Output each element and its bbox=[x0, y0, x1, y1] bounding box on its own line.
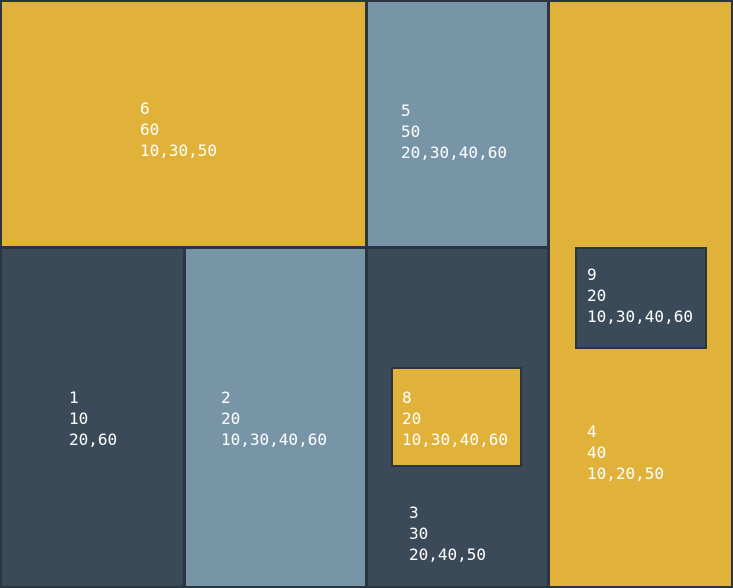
box-8-id: 8 bbox=[402, 388, 412, 407]
box-2-label: 2 20 10,30,40,60 bbox=[221, 387, 327, 450]
box-6-label: 6 60 10,30,50 bbox=[140, 98, 217, 161]
box-2 bbox=[184, 247, 367, 588]
box-6-list: 10,30,50 bbox=[140, 141, 218, 160]
box-8 bbox=[391, 367, 522, 467]
box-9 bbox=[575, 247, 707, 349]
box-1 bbox=[0, 247, 185, 588]
box-5-label: 5 50 20,30,40,60 bbox=[401, 100, 507, 163]
box-1-value: 10 bbox=[69, 409, 89, 428]
box-9-value: 20 bbox=[587, 286, 607, 305]
box-4-id: 4 bbox=[587, 422, 597, 441]
box-6-id: 6 bbox=[140, 99, 150, 118]
box-3-label: 3 30 20,40,50 bbox=[409, 502, 486, 565]
box-2-value: 20 bbox=[221, 409, 241, 428]
box-9-label: 9 20 10,30,40,60 bbox=[587, 264, 693, 327]
box-8-value: 20 bbox=[402, 409, 422, 428]
box-1-label: 1 10 20,60 bbox=[69, 387, 117, 450]
box-3-list: 20,40,50 bbox=[409, 545, 487, 564]
box-6 bbox=[0, 0, 367, 248]
box-4-list: 10,20,50 bbox=[587, 464, 665, 483]
box-6-value: 60 bbox=[140, 120, 160, 139]
box-3-value: 30 bbox=[409, 524, 429, 543]
box-4-value: 40 bbox=[587, 443, 607, 462]
box-1-list: 20,60 bbox=[69, 430, 118, 449]
box-5-list: 20,30,40,60 bbox=[401, 143, 507, 162]
box-8-label: 8 20 10,30,40,60 bbox=[402, 387, 508, 450]
box-5-id: 5 bbox=[401, 101, 411, 120]
box-9-list: 10,30,40,60 bbox=[587, 307, 693, 326]
box-3-id: 3 bbox=[409, 503, 419, 522]
box-5 bbox=[366, 0, 549, 248]
box-4-label: 4 40 10,20,50 bbox=[587, 421, 664, 484]
box-5-value: 50 bbox=[401, 122, 421, 141]
box-9-id: 9 bbox=[587, 265, 597, 284]
box-2-list: 10,30,40,60 bbox=[221, 430, 327, 449]
box-2-id: 2 bbox=[221, 388, 231, 407]
box-8-list: 10,30,40,60 bbox=[402, 430, 508, 449]
box-1-id: 1 bbox=[69, 388, 79, 407]
